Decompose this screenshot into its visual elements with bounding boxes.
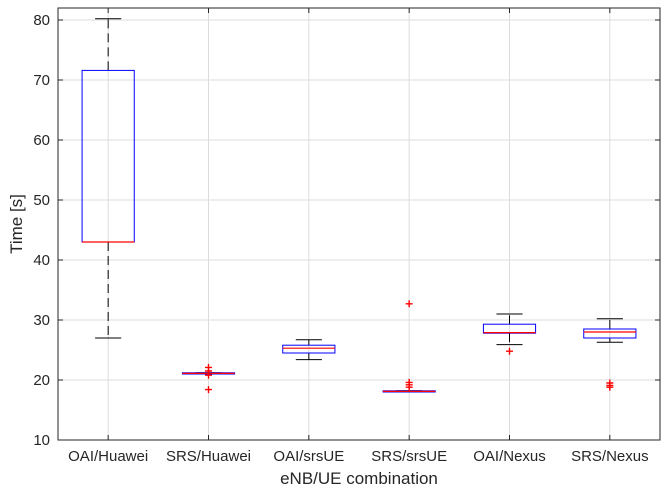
- box-oai-nexus: [482, 313, 537, 355]
- x-axis-ticks: OAI/Huawei SRS/Huawei OAI/srsUE SRS/srsUE OA…: [68, 8, 649, 465]
- iqr-box: [583, 328, 637, 339]
- outlier-marker: [606, 379, 614, 387]
- grid-lines: [58, 8, 660, 441]
- x-tick-label: SRS/srsUE: [371, 448, 447, 465]
- x-axis-label: eNB/UE combination: [280, 469, 438, 488]
- y-tick-label: 40: [33, 252, 50, 269]
- y-axis-label: Time [s]: [7, 194, 26, 254]
- box-srs-srsue: [382, 300, 436, 393]
- boxes-layer: [81, 18, 637, 394]
- outlier-marker: [205, 363, 212, 371]
- x-tick-label: SRS/Huawei: [166, 448, 251, 465]
- y-tick-label: 80: [33, 12, 50, 29]
- plot-frame: [57, 7, 661, 441]
- y-tick-label: 10: [33, 432, 50, 449]
- outlier-marker: [405, 300, 413, 308]
- iqr-box: [282, 344, 336, 354]
- plot-area: [58, 8, 660, 440]
- x-tick-label: OAI/srsUE: [273, 448, 344, 465]
- box-srs-nexus: [583, 318, 637, 391]
- outlier-marker: [205, 386, 212, 394]
- x-tick-label: SRS/Nexus: [571, 448, 649, 465]
- box-oai-srsue: [282, 339, 336, 361]
- y-tick-label: 60: [33, 132, 50, 149]
- x-tick-label: OAI/Huawei: [68, 448, 148, 465]
- y-tick-label: 20: [33, 372, 50, 389]
- x-tick-label: OAI/Nexus: [473, 448, 546, 465]
- y-tick-label: 50: [33, 192, 50, 209]
- y-axis-ticks: 10 20 30 40 50 60 70 80: [33, 12, 660, 449]
- y-tick-label: 70: [33, 72, 50, 89]
- box-oai-huawei: [81, 18, 135, 339]
- box-srs-huawei: [181, 363, 236, 394]
- outlier-marker: [506, 347, 513, 355]
- y-tick-label: 30: [33, 312, 50, 329]
- outlier-marker: [405, 378, 413, 386]
